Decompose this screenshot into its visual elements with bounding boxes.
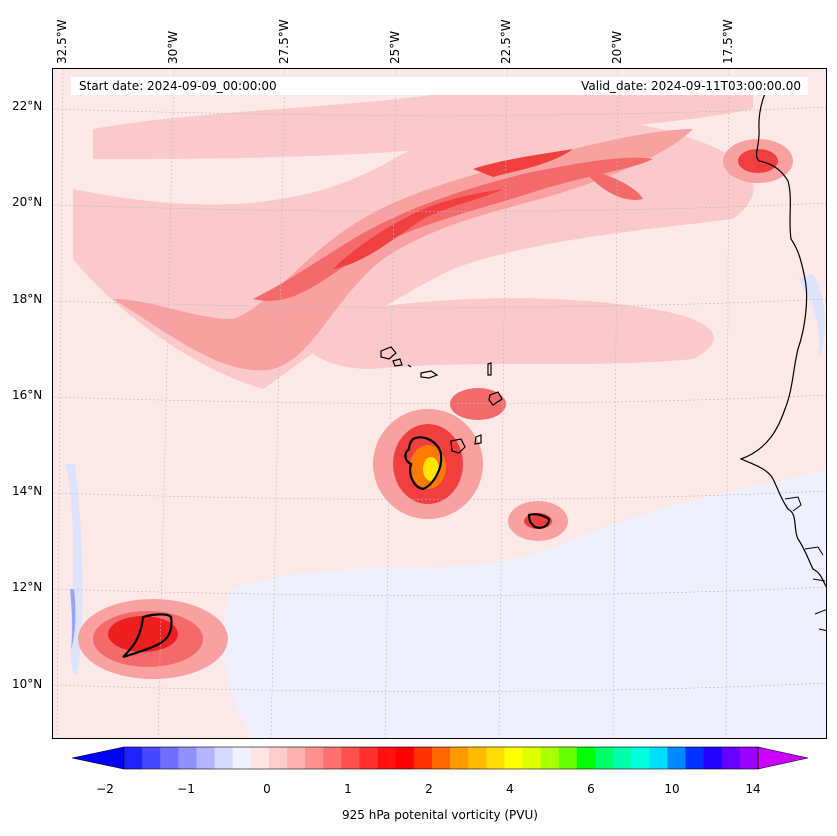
colorbar-extend-max [757, 746, 809, 770]
map-panel[interactable] [52, 68, 827, 739]
lon-label-30w: 30°W [166, 30, 180, 64]
colorbar-segment [486, 747, 505, 769]
negative-pv-strip-west [70, 589, 76, 649]
lon-label-20w: 20°W [610, 30, 624, 64]
start-date-text: Start date: 2024-09-09_00:00:00 [79, 79, 277, 93]
colorbar-segment [721, 747, 741, 769]
colorbar-segment [196, 747, 216, 769]
colorbar-tick-1: 1 [344, 782, 352, 796]
colorbar-tick-14: 14 [745, 782, 761, 796]
lon-label-27-5w: 27.5°W [277, 19, 291, 64]
colorbar-tick-4: 4 [506, 782, 514, 796]
cape-verde-islands [122, 346, 551, 659]
lat-label-22n: 22°N [12, 99, 43, 113]
lat-label-14n: 14°N [12, 484, 43, 498]
colorbar-tick-6: 6 [587, 782, 595, 796]
lat-label-18n: 18°N [12, 292, 43, 306]
pink-band-top [93, 79, 753, 159]
pink-band-central [301, 298, 714, 369]
colorbar-segment [359, 747, 379, 769]
colorbar-tick-neg1: −1 [177, 782, 195, 796]
colorbar-segment [377, 747, 397, 769]
colorbar-segment [124, 747, 143, 769]
colorbar-segment [142, 747, 161, 769]
colorbar-segment [739, 747, 759, 769]
negative-pv-coast [798, 274, 825, 359]
lat-label-20n: 20°N [12, 195, 43, 209]
senegal-coast-detail [784, 496, 826, 632]
colorbar-segment [576, 747, 596, 769]
colorbar-segment [613, 747, 632, 769]
colorbar-segment [268, 747, 288, 769]
colorbar-segment [232, 747, 252, 769]
pv-band-east-tip [583, 169, 643, 200]
pv-blob-north-islands [450, 388, 506, 420]
graticule [53, 69, 826, 738]
colorbar-segment [178, 747, 197, 769]
colorbar [72, 746, 809, 770]
lat-label-12n: 12°N [12, 580, 43, 594]
pv-band-core-east [473, 149, 573, 177]
colorbar-segment [287, 747, 306, 769]
pv-band-mid [253, 157, 653, 301]
colorbar-segment [450, 747, 469, 769]
colorbar-segment [649, 747, 668, 769]
colorbar-segment [305, 747, 324, 769]
colorbar-segment [540, 747, 560, 769]
lon-label-32-5w: 32.5°W [55, 19, 69, 64]
negative-pv-region [222, 469, 826, 738]
pv-band-outer [113, 129, 693, 371]
colorbar-tick-0: 0 [263, 782, 271, 796]
colorbar-border [123, 746, 759, 770]
pv-vortex-central-yellow [423, 457, 439, 481]
colorbar-tick-10: 10 [664, 782, 680, 796]
lon-label-17-5w: 17.5°W [721, 19, 735, 64]
colorbar-segment [341, 747, 360, 769]
colorbar-segment [522, 747, 542, 769]
colorbar-tick-neg2: −2 [96, 782, 114, 796]
colorbar-segment [413, 747, 433, 769]
colorbar-segment [160, 747, 179, 769]
colorbar-segment [468, 747, 487, 769]
colorbar-segment [431, 747, 451, 769]
colorbar-tick-2: 2 [425, 782, 433, 796]
pv-field-map [53, 69, 826, 738]
colorbar-label: 925 hPa potenital vorticity (PVU) [342, 808, 538, 822]
colorbar-segment [703, 747, 723, 769]
colorbar-segment [667, 747, 687, 769]
valid-date-text: Valid_date: 2024-09-11T03:00:00.00 [581, 79, 801, 93]
colorbar-segment [504, 747, 524, 769]
colorbar-segment [685, 747, 705, 769]
pv-vortex-northeast-core [738, 149, 778, 173]
colorbar-segment [395, 747, 415, 769]
africa-coastline [739, 78, 826, 588]
pv-band-core [333, 189, 503, 269]
colorbar-segment [594, 747, 614, 769]
colorbar-segment [323, 747, 342, 769]
lat-label-10n: 10°N [12, 677, 43, 691]
negative-pv-region-west [65, 464, 83, 676]
info-bar [71, 77, 808, 95]
colorbar-segment [631, 747, 650, 769]
colorbar-extend-min [72, 746, 125, 770]
colorbar-segment [558, 747, 578, 769]
lon-label-25w: 25°W [388, 30, 402, 64]
lon-label-22-5w: 22.5°W [499, 19, 513, 64]
colorbar-segment [250, 747, 270, 769]
colorbar-segment [214, 747, 234, 769]
lat-label-16n: 16°N [12, 388, 43, 402]
